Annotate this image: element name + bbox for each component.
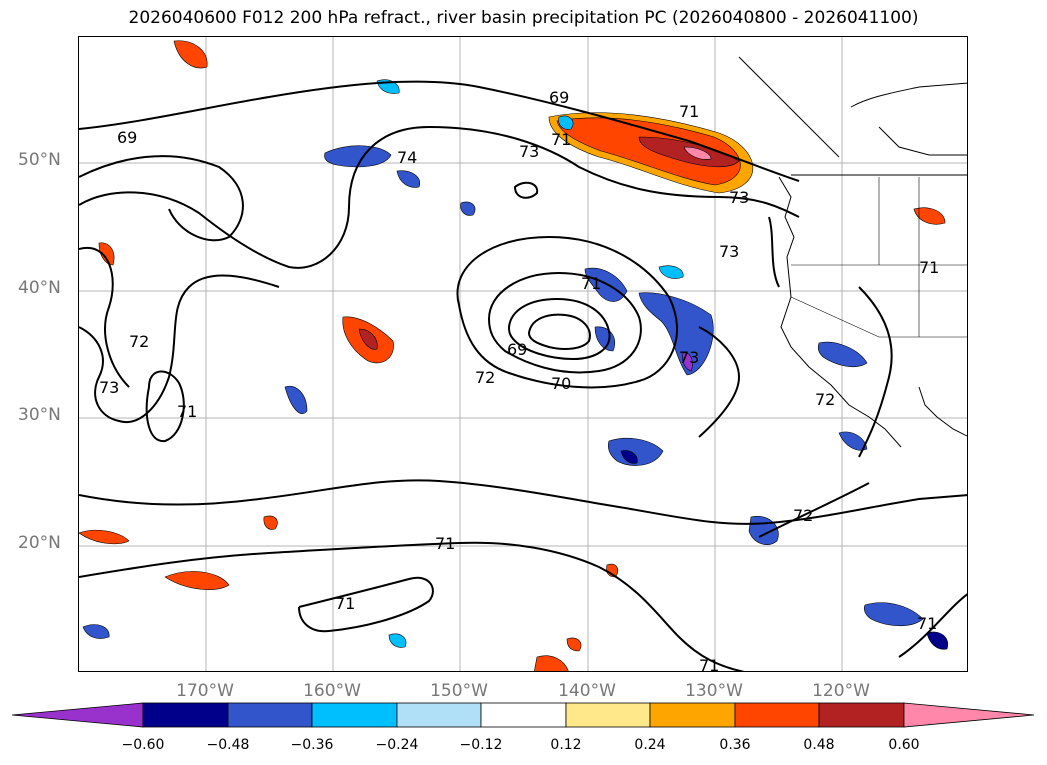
map-canvas: 69 74 73 69 71 73 71 72 73 71 69 72 70 7… xyxy=(79,37,967,672)
colorbar-tick: −0.24 xyxy=(375,737,419,753)
lat-label: 20°N xyxy=(18,533,61,553)
colorbar-segment xyxy=(227,702,313,728)
colorbar-tick: −0.48 xyxy=(206,737,250,753)
contour-label: 71 xyxy=(177,402,197,421)
colorbar-segment xyxy=(142,702,229,728)
lat-label: 40°N xyxy=(18,278,61,298)
contour-label: 70 xyxy=(551,374,571,393)
contour-label: 71 xyxy=(335,594,355,613)
colorbar-segment xyxy=(480,702,567,728)
contour-label-group: 69 74 73 69 71 73 71 72 73 71 69 72 70 7… xyxy=(99,88,939,672)
contour-label: 73 xyxy=(99,378,119,397)
contour-label: 71 xyxy=(917,614,937,633)
colorbar-tick: 0.36 xyxy=(719,737,751,753)
colorbar-tick: 0.12 xyxy=(550,737,582,753)
contour-label: 72 xyxy=(793,506,813,525)
refractivity-contours xyxy=(79,80,967,671)
contour-label: 73 xyxy=(679,348,699,367)
colorbar-segment xyxy=(565,702,651,728)
contour-label: 72 xyxy=(815,390,835,409)
contour-label: 69 xyxy=(507,340,527,359)
colorbar-segment xyxy=(903,702,1035,728)
contour-label: 69 xyxy=(117,128,137,147)
colorbar-tick: 0.60 xyxy=(888,737,920,753)
contour-label: 72 xyxy=(129,332,149,351)
contour-label: 73 xyxy=(729,188,749,207)
contour-label: 71 xyxy=(435,534,455,553)
colorbar-segment xyxy=(734,702,820,728)
lon-label: 160°W xyxy=(303,681,361,701)
lat-label: 50°N xyxy=(18,150,61,170)
colorbar-segment xyxy=(818,702,905,728)
colorbar-segment xyxy=(311,702,398,728)
contour-label: 72 xyxy=(475,368,495,387)
lat-label: 30°N xyxy=(18,405,61,425)
map-title: 2026040600 F012 200 hPa refract., river … xyxy=(128,8,919,28)
colorbar-tick: −0.60 xyxy=(121,737,165,753)
borders xyxy=(790,177,967,338)
lon-label: 170°W xyxy=(176,681,234,701)
lon-label: 140°W xyxy=(558,681,616,701)
contour-label: 71 xyxy=(919,258,939,277)
positive-precip-areas xyxy=(79,40,946,671)
lon-label: 130°W xyxy=(685,681,743,701)
contour-label: 73 xyxy=(519,142,539,161)
colorbar-tick: 0.48 xyxy=(803,737,835,753)
colorbar xyxy=(12,702,1035,728)
contour-label: 69 xyxy=(549,88,569,107)
map-panel[interactable]: 69 74 73 69 71 73 71 72 73 71 69 72 70 7… xyxy=(78,36,968,672)
lon-label: 120°W xyxy=(812,681,870,701)
contour-label: 71 xyxy=(679,102,699,121)
colorbar-tick: −0.12 xyxy=(459,737,503,753)
coastlines xyxy=(738,56,967,448)
colorbar-tick: −0.36 xyxy=(290,737,334,753)
lon-label: 150°W xyxy=(430,681,488,701)
contour-label: 74 xyxy=(397,148,417,167)
contour-label: 71 xyxy=(551,130,571,149)
colorbar-segment xyxy=(396,702,482,728)
colorbar-segment xyxy=(12,702,144,728)
contour-label: 71 xyxy=(699,656,719,672)
contour-label: 71 xyxy=(581,274,601,293)
contour-label: 73 xyxy=(719,242,739,261)
colorbar-tick: 0.24 xyxy=(634,737,666,753)
colorbar-segment xyxy=(649,702,736,728)
